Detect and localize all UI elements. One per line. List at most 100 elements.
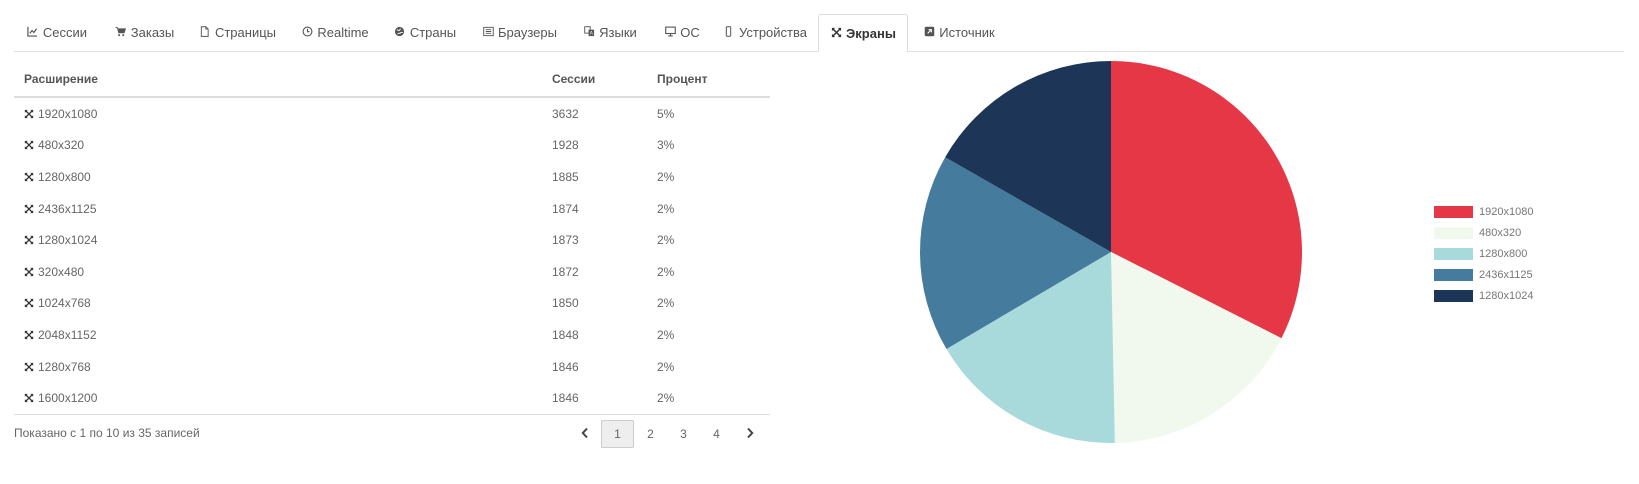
tab-5[interactable]: Страны (383, 14, 467, 51)
header-resolution[interactable]: Расширение (14, 62, 542, 98)
tab-label: Браузеры (498, 25, 557, 40)
legend-label: 480x320 (1479, 226, 1522, 239)
table-bottom-border (14, 414, 770, 415)
cell-resolution: 1280x768 (14, 351, 542, 383)
tab-bar: Сессии Заказы Страницы Realtime Страны Браузе… (14, 14, 1624, 52)
table-row: 1280x800 1885 2% (14, 161, 770, 193)
cell-sessions: 1874 (552, 201, 579, 216)
tab-label: Сессии (42, 25, 88, 40)
tab-3[interactable]: Страницы (189, 14, 286, 51)
table-row: 1024x768 1850 2% (14, 288, 770, 320)
tab-9[interactable]: Устройства (716, 14, 814, 51)
resolution-text: 1600x1200 (38, 391, 98, 406)
cell-sessions: 1872 (552, 264, 579, 279)
resolution-text: 2436x1125 (38, 201, 97, 216)
tab-4[interactable]: Realtime (291, 14, 379, 51)
pie-slice-2436x1125[interactable] (920, 157, 1111, 350)
cell-percent: 5% (657, 106, 675, 121)
cell-sessions: 1873 (552, 233, 579, 248)
cell-sessions: 1850 (552, 296, 579, 311)
cell-sessions: 1846 (552, 391, 579, 406)
chart-legend: 1920x1080 480x320 1280x800 2436x1125 1280x10… (1434, 201, 1533, 306)
expand-icon (830, 27, 842, 40)
tab-11[interactable]: Источник (911, 14, 1007, 51)
expand-icon (24, 234, 34, 245)
prev-page-button[interactable] (568, 420, 601, 448)
page-button-3[interactable]: 3 (680, 427, 687, 441)
expand-icon (24, 171, 34, 182)
screens-table: Расширение Сессии Процент 1920x1080 3632 5… (14, 62, 770, 414)
expand-icon (24, 361, 34, 371)
cell-resolution: 1920x1080 (14, 97, 542, 130)
cell-resolution: 1280x800 (14, 161, 542, 193)
tab-8[interactable]: ОС (652, 14, 712, 51)
cell-resolution: 2048x1152 (14, 319, 542, 351)
table-row: 2048x1152 1848 2% (14, 319, 770, 351)
cell-percent: 2% (657, 169, 675, 184)
tab-7[interactable]: A Языки (572, 14, 648, 51)
legend-item[interactable]: 1280x800 (1434, 243, 1533, 264)
legend-label: 1920x1080 (1479, 205, 1534, 218)
resolution-text: 480x320 (38, 138, 85, 153)
cell-sessions: 1848 (552, 327, 579, 342)
legend-swatch (1434, 205, 1473, 218)
cell-percent: 2% (657, 359, 675, 374)
cell-resolution: 320x480 (14, 256, 542, 288)
pie-slice-480x320[interactable] (1111, 252, 1282, 443)
header-percent[interactable]: Процент (647, 62, 770, 98)
expand-icon (24, 266, 34, 276)
legend-swatch (1434, 226, 1473, 239)
cell-resolution: 480x320 (14, 130, 542, 162)
tab-6[interactable]: Браузеры (471, 14, 568, 51)
legend-item[interactable]: 1280x1024 (1434, 285, 1533, 306)
pie-chart (920, 61, 1302, 443)
cell-percent: 2% (657, 391, 675, 406)
resolution-text: 320x480 (38, 264, 85, 279)
cell-resolution: 1600x1200 (14, 382, 542, 414)
resolution-text: 1280x800 (38, 169, 91, 184)
tab-2[interactable]: Заказы (104, 14, 185, 51)
resolution-text: 1280x1024 (38, 233, 98, 248)
page-button-4[interactable]: 4 (713, 427, 720, 441)
cell-percent: 2% (657, 264, 675, 279)
page-button-1[interactable]: 1 (601, 420, 634, 448)
chevron-left-icon (580, 427, 590, 442)
expand-icon (24, 203, 34, 213)
cell-sessions: 1846 (552, 359, 579, 374)
legend-item[interactable]: 1920x1080 (1434, 201, 1533, 222)
resolution-text: 1920x1080 (38, 106, 98, 121)
expand-icon (24, 392, 34, 403)
cell-percent: 2% (657, 296, 675, 311)
legend-swatch (1434, 247, 1473, 260)
expand-icon (24, 108, 34, 118)
legend-swatch (1434, 289, 1473, 302)
resolution-text: 1280x768 (38, 359, 91, 374)
language-icon: A (583, 26, 595, 39)
pagination-info: Показано с 1 по 10 из 35 записей (14, 426, 200, 440)
tab-label: Языки (599, 25, 637, 40)
legend-item[interactable]: 480x320 (1434, 222, 1533, 243)
svg-text:A: A (589, 31, 593, 37)
cell-percent: 2% (657, 327, 675, 342)
tab-10[interactable]: Экраны (818, 14, 908, 52)
cell-sessions: 3632 (552, 106, 579, 121)
external-link-icon (923, 26, 935, 39)
table-row: 1600x1200 1846 2% (14, 382, 770, 414)
resolution-text: 2048x1152 (38, 327, 97, 342)
pie-slice-1280x800[interactable] (946, 252, 1115, 443)
pie-slice-1280x1024[interactable] (945, 61, 1111, 252)
cart-icon (115, 26, 127, 39)
legend-item[interactable]: 2436x1125 (1434, 264, 1533, 285)
header-sessions[interactable]: Сессии (542, 62, 647, 98)
tab-1[interactable]: Сессии (14, 14, 100, 51)
chevron-right-icon (745, 427, 755, 442)
page-button-2[interactable]: 2 (647, 427, 654, 441)
tab-label: ОС (680, 25, 700, 40)
table-row: 1280x768 1846 2% (14, 351, 770, 383)
legend-label: 1280x800 (1479, 247, 1528, 260)
next-page-button[interactable] (733, 420, 766, 448)
desktop-icon (664, 26, 676, 39)
pie-slice-1920x1080[interactable] (1111, 61, 1302, 339)
resolution-text: 1024x768 (38, 296, 91, 311)
tab-label: Страны (409, 25, 457, 40)
